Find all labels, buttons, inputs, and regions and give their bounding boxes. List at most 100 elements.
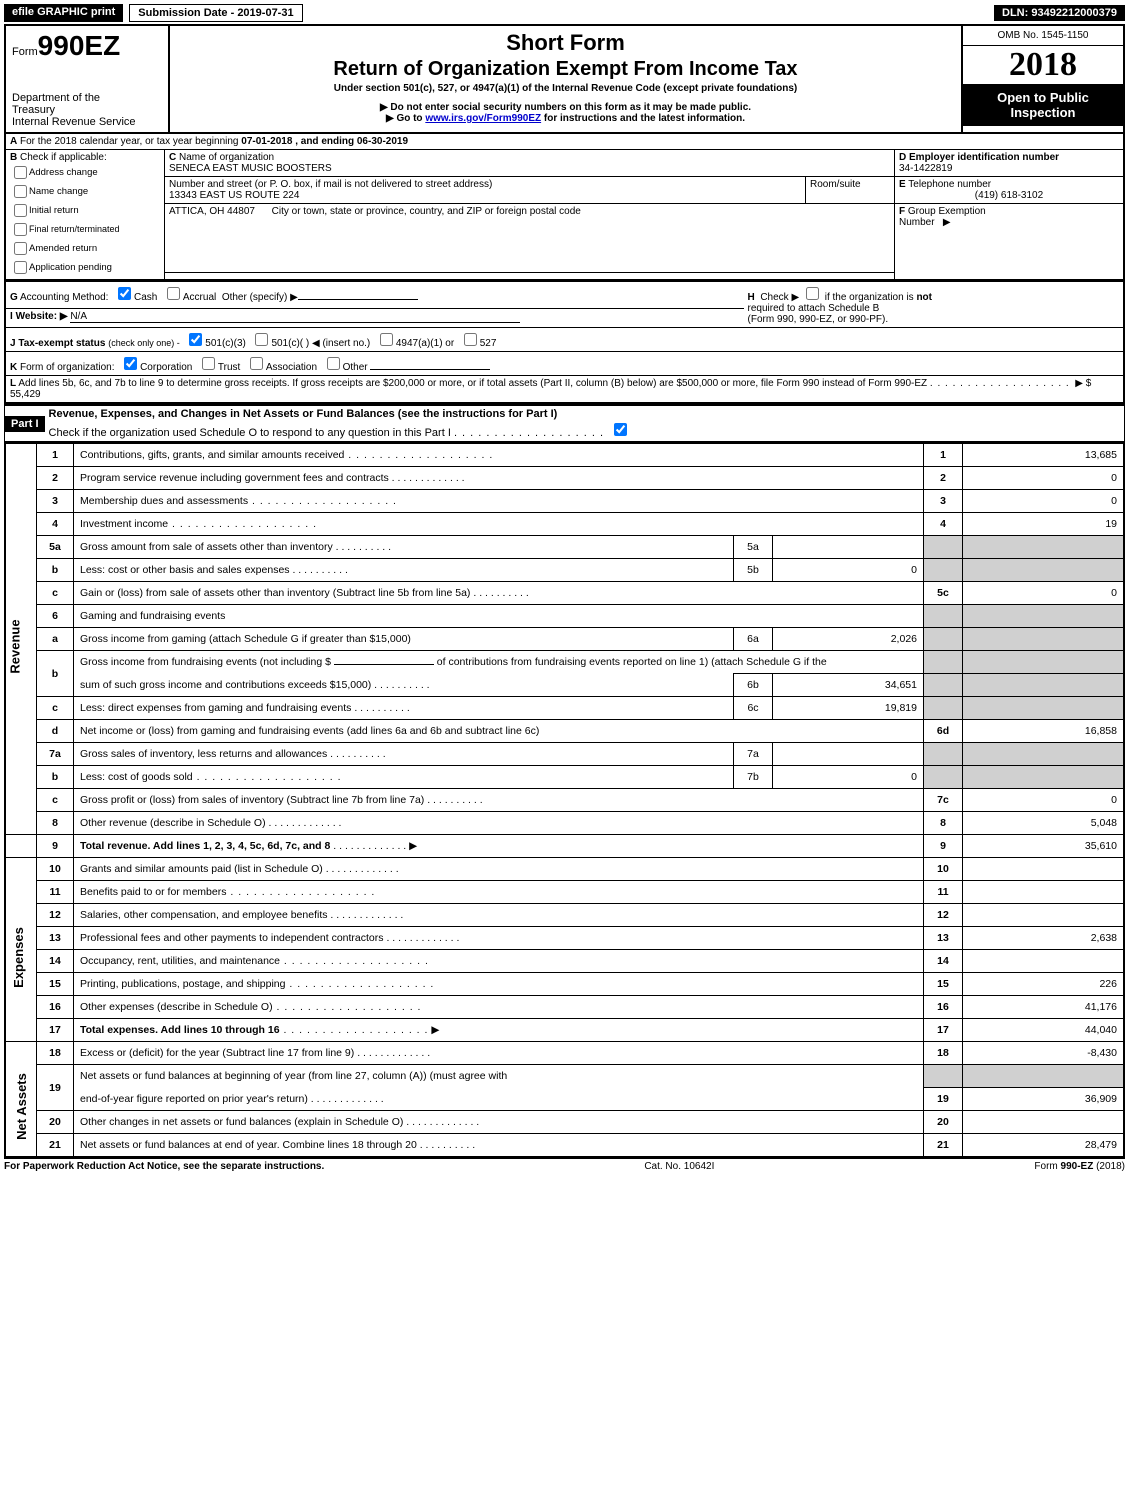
row6c-desc: Less: direct expenses from gaming and fu… (80, 702, 351, 714)
schedule-b-checkbox[interactable] (806, 287, 819, 300)
trust-checkbox[interactable] (202, 357, 215, 370)
row19-box: 19 (924, 1088, 963, 1111)
open-to-public: Open to Public Inspection (963, 84, 1123, 126)
row4-num: 4 (37, 513, 74, 536)
amended-return-checkbox[interactable] (14, 242, 27, 255)
row5c-box: 5c (924, 582, 963, 605)
street-value: 13343 EAST US ROUTE 224 (169, 190, 299, 201)
section-b: B Check if applicable: Address change Na… (5, 150, 165, 281)
section-l-label: L (10, 378, 16, 389)
527-checkbox[interactable] (464, 333, 477, 346)
footer-right: Form 990-EZ (2018) (1034, 1161, 1125, 1172)
other-method-label: Other (specify) ▶ (222, 292, 298, 303)
row14-amt (963, 950, 1125, 973)
row6-amtshade (963, 605, 1125, 628)
row10-box: 10 (924, 858, 963, 881)
part1-desc: Revenue, Expenses, and Changes in Net As… (45, 406, 1124, 441)
section-l-text: Add lines 5b, 6c, and 7b to line 9 to de… (18, 378, 927, 389)
initial-return-label: Initial return (29, 205, 79, 216)
row11-amt (963, 881, 1125, 904)
submission-date-button[interactable]: Submission Date - 2019-07-31 (129, 4, 302, 22)
ssn-warning: ▶ Do not enter social security numbers o… (176, 102, 955, 113)
501c-checkbox[interactable] (255, 333, 268, 346)
row13-desc: Professional fees and other payments to … (80, 932, 384, 944)
row6a-sub: 6a (734, 628, 773, 651)
row20-box: 20 (924, 1111, 963, 1134)
row1-num: 1 (37, 443, 74, 467)
spacer (165, 273, 895, 280)
4947-checkbox[interactable] (380, 333, 393, 346)
group-exemption-label: Group Exemption (908, 206, 986, 217)
row6c-amtshade (963, 697, 1125, 720)
phone-value: (419) 618-3102 (899, 190, 1119, 201)
row19-desc: Net assets or fund balances at beginning… (74, 1065, 924, 1088)
association-checkbox[interactable] (250, 357, 263, 370)
footer-form-suffix: (2018) (1093, 1161, 1125, 1172)
h-check: Check ▶ (760, 292, 799, 303)
info-section: A For the 2018 calendar year, or tax yea… (4, 132, 1125, 281)
row2-amt: 0 (963, 467, 1125, 490)
row14-num: 14 (37, 950, 74, 973)
row21-num: 21 (37, 1134, 74, 1158)
section-f-label: F (899, 206, 905, 217)
row17-amt: 44,040 (963, 1019, 1125, 1042)
row19-amtshade (963, 1065, 1125, 1088)
efile-print-button[interactable]: efile GRAPHIC print (4, 4, 123, 22)
open-line2: Inspection (967, 105, 1119, 120)
schedule-o-checkbox[interactable] (614, 423, 627, 436)
section-k-label: K (10, 362, 17, 373)
row6b-subval: 34,651 (773, 674, 924, 697)
row6b-text2: of contributions from fundraising events… (437, 656, 827, 668)
section-i: I Website: ▶ N/A (5, 308, 744, 327)
final-return-checkbox[interactable] (14, 223, 27, 236)
cash-checkbox[interactable] (118, 287, 131, 300)
row7a-sub: 7a (734, 743, 773, 766)
section-h: H Check ▶ if the organization is not req… (744, 282, 1124, 328)
row3-desc: Membership dues and assessments (80, 495, 248, 507)
row5a-sub: 5a (734, 536, 773, 559)
section-d: D Employer identification number 34-1422… (895, 150, 1125, 177)
section-c-street: Number and street (or P. O. box, if mail… (165, 177, 806, 204)
section-a-mid: , and ending (292, 136, 356, 147)
revenue-side-label: Revenue (5, 443, 37, 835)
row8-box: 8 (924, 812, 963, 835)
501c3-checkbox[interactable] (189, 333, 202, 346)
application-pending-checkbox[interactable] (14, 261, 27, 274)
row2-num: 2 (37, 467, 74, 490)
row5a-desc: Gross amount from sale of assets other t… (80, 541, 333, 553)
row7b-sub: 7b (734, 766, 773, 789)
accrual-checkbox[interactable] (167, 287, 180, 300)
initial-return-checkbox[interactable] (14, 204, 27, 217)
section-j-label: J (10, 338, 16, 349)
expenses-label: Expenses (11, 927, 26, 988)
row6a-boxshade (924, 628, 963, 651)
row19-num: 19 (37, 1065, 74, 1111)
irs-link[interactable]: www.irs.gov/Form990EZ (425, 113, 541, 124)
section-l: L Add lines 5b, 6c, and 7b to line 9 to … (5, 376, 1124, 404)
name-change-label: Name change (29, 186, 88, 197)
row6d-box: 6d (924, 720, 963, 743)
row5b-desc: Less: cost or other basis and sales expe… (80, 564, 290, 576)
row7b-boxshade (924, 766, 963, 789)
name-change-checkbox[interactable] (14, 185, 27, 198)
row8-num: 8 (37, 812, 74, 835)
row6b-num: b (37, 651, 74, 697)
row4-amt: 19 (963, 513, 1125, 536)
j-sub: (check only one) - (108, 338, 180, 348)
address-change-checkbox[interactable] (14, 166, 27, 179)
ghijkl-section: G Accounting Method: Cash Accrual Other … (4, 281, 1125, 404)
row7a-desc: Gross sales of inventory, less returns a… (80, 748, 327, 760)
footer-form-prefix: Form (1034, 1161, 1060, 1172)
row12-amt (963, 904, 1125, 927)
return-title: Return of Organization Exempt From Incom… (176, 58, 955, 81)
row13-box: 13 (924, 927, 963, 950)
corporation-checkbox[interactable] (124, 357, 137, 370)
name-label: Name of organization (179, 152, 274, 163)
row7a-subval (773, 743, 924, 766)
subtitle: Under section 501(c), 527, or 4947(a)(1)… (176, 83, 955, 94)
cash-label: Cash (134, 292, 157, 303)
part1-title: Revenue, Expenses, and Changes in Net As… (49, 408, 558, 420)
tax-year-end: 06-30-2019 (357, 136, 408, 147)
section-j: J Tax-exempt status (check only one) - 5… (5, 328, 1124, 352)
other-org-checkbox[interactable] (327, 357, 340, 370)
